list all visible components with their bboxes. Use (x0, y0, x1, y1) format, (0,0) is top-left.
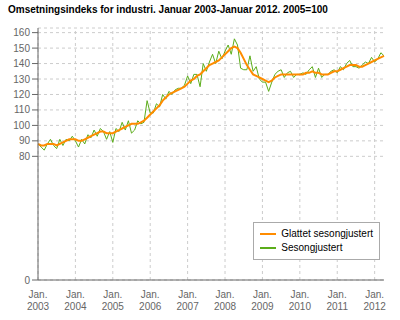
svg-text:120: 120 (13, 89, 30, 100)
svg-text:Jan.2006: Jan.2006 (139, 289, 162, 312)
svg-text:90: 90 (19, 135, 31, 146)
svg-text:Jan.2008: Jan.2008 (214, 289, 237, 312)
svg-text:Jan.2003: Jan.2003 (27, 289, 50, 312)
html-text:Sesongjustert: Sesongjustert (281, 242, 343, 253)
svg-text:130: 130 (13, 74, 30, 85)
svg-text:140: 140 (13, 58, 30, 69)
html-text:Omsetningsindeks for industri.: Omsetningsindeks for industri. Januar 20… (8, 4, 328, 15)
svg-text:Jan.2012: Jan.2012 (364, 289, 387, 312)
svg-text:150: 150 (13, 43, 30, 54)
svg-text:Jan.2010: Jan.2010 (289, 289, 312, 312)
svg-text:100: 100 (13, 120, 30, 131)
svg-text:80: 80 (19, 151, 31, 162)
svg-text:110: 110 (14, 104, 30, 115)
svg-text:Jan.2009: Jan.2009 (251, 289, 274, 312)
svg-text:160: 160 (13, 27, 30, 38)
svg-text:Jan.2005: Jan.2005 (102, 289, 125, 312)
svg-text:0: 0 (24, 275, 30, 286)
svg-text:Jan.2004: Jan.2004 (64, 289, 87, 312)
svg-text:Jan.2007: Jan.2007 (176, 289, 199, 312)
svg-text:Jan.2011: Jan.2011 (326, 289, 348, 312)
html-text:Glattet sesongjustert: Glattet sesongjustert (281, 228, 373, 239)
